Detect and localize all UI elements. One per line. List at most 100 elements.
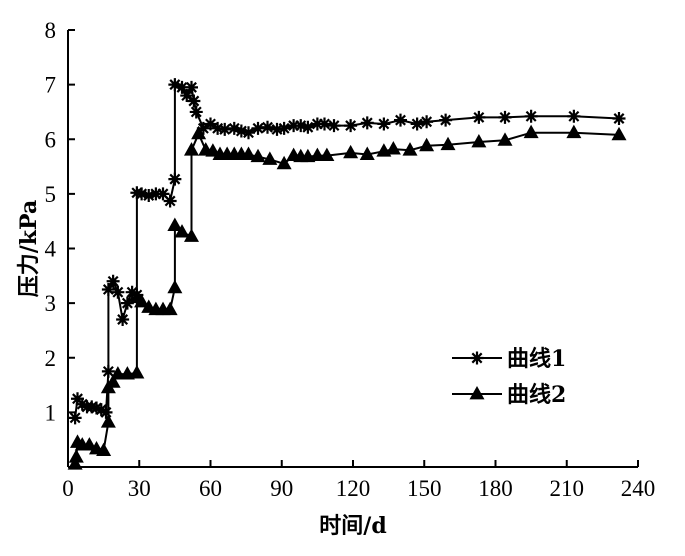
star-marker	[94, 403, 108, 417]
star-marker	[135, 187, 149, 201]
star-marker	[101, 282, 115, 296]
triangle-marker	[240, 146, 257, 160]
x-tick-label: 0	[62, 476, 74, 501]
star-marker	[175, 80, 189, 94]
triangle-marker	[566, 124, 582, 139]
triangle-marker	[67, 456, 83, 470]
triangle-marker	[174, 224, 190, 238]
star-marker	[187, 94, 201, 108]
triangle-marker	[611, 126, 627, 141]
star-marker	[251, 121, 265, 135]
star-marker	[360, 116, 374, 130]
star-marker	[242, 126, 255, 140]
triangle-marker	[205, 143, 221, 157]
star-marker	[394, 113, 407, 127]
star-marker	[101, 364, 115, 378]
x-tick-label: 150	[407, 476, 442, 501]
star-marker	[261, 120, 274, 134]
triangle-marker	[469, 385, 485, 400]
triangle-marker	[134, 294, 150, 308]
triangle-marker	[68, 449, 84, 463]
star-marker	[211, 121, 225, 135]
triangle-marker	[250, 148, 266, 163]
x-tick-label: 30	[128, 476, 151, 501]
star-marker	[204, 117, 217, 131]
star-marker	[218, 122, 232, 136]
triangle-marker	[96, 442, 112, 457]
x-tick-label: 90	[270, 476, 293, 501]
star-marker	[75, 397, 89, 411]
triangle-marker	[300, 148, 316, 163]
star-marker	[71, 392, 84, 406]
y-tick-label: 8	[45, 18, 57, 43]
star-marker	[344, 119, 358, 133]
star-marker	[470, 351, 484, 365]
star-marker	[234, 124, 248, 138]
star-marker	[227, 121, 241, 135]
star-marker	[498, 110, 512, 124]
triangle-marker	[191, 125, 207, 140]
triangle-marker	[309, 147, 325, 162]
plot-area: 1 2 3 4 5 6 7 8 0 30 60 90 120 150 180 210 240	[45, 18, 656, 501]
legend-item-1: 曲线1	[452, 346, 566, 372]
y-tick-label: 7	[45, 73, 57, 98]
star-marker	[294, 119, 308, 133]
triangle-marker	[110, 366, 126, 380]
star-marker	[270, 122, 284, 136]
triangle-marker	[167, 217, 183, 231]
star-marker	[196, 121, 210, 135]
triangle-marker	[81, 437, 97, 451]
triangle-marker	[162, 301, 178, 316]
star-marker	[524, 109, 538, 123]
star-marker	[310, 117, 324, 131]
series-layer	[67, 78, 627, 470]
triangle-marker	[440, 136, 456, 151]
star-marker	[287, 119, 301, 133]
y-tick-label: 2	[45, 346, 57, 371]
x-tick-label: 240	[621, 476, 656, 501]
triangle-marker	[183, 228, 200, 242]
star-marker	[142, 189, 156, 203]
triangle-marker	[100, 414, 116, 428]
series-line	[74, 131, 620, 465]
star-marker	[612, 111, 626, 125]
y-tick-label: 5	[45, 182, 57, 207]
star-marker	[472, 110, 486, 124]
y-ticks: 1 2 3 4 5 6 7 8	[45, 18, 75, 425]
triangle-marker	[419, 137, 435, 152]
star-marker	[277, 121, 291, 135]
star-marker	[318, 117, 331, 131]
y-tick-label: 1	[45, 400, 57, 425]
x-tick-label: 210	[550, 476, 585, 501]
star-marker	[567, 109, 581, 123]
star-marker	[156, 187, 170, 201]
star-marker	[163, 194, 177, 208]
star-marker	[189, 105, 203, 119]
triangle-marker	[119, 366, 135, 380]
triangle-marker	[523, 124, 539, 139]
star-marker	[120, 296, 134, 310]
star-marker	[99, 405, 113, 419]
star-marker	[180, 89, 194, 103]
legend-label: 曲线2	[507, 382, 566, 408]
triangle-marker	[183, 142, 200, 156]
y-tick-label: 4	[45, 237, 57, 262]
y-tick-label: 6	[45, 127, 57, 152]
star-marker	[90, 401, 103, 415]
triangle-marker	[319, 147, 335, 162]
triangle-marker	[497, 132, 513, 146]
triangle-marker	[359, 146, 375, 160]
star-marker	[185, 80, 198, 94]
triangle-marker	[343, 144, 359, 159]
star-marker	[420, 115, 434, 129]
x-tick-label: 60	[199, 476, 222, 501]
star-marker	[168, 172, 182, 186]
star-marker	[106, 274, 120, 288]
star-marker	[377, 117, 391, 131]
legend-item-2: 曲线2	[452, 382, 566, 408]
triangle-marker	[276, 155, 292, 170]
triangle-marker	[167, 279, 183, 294]
x-tick-label: 180	[478, 476, 513, 501]
star-marker	[301, 120, 315, 134]
series-line	[74, 83, 620, 418]
